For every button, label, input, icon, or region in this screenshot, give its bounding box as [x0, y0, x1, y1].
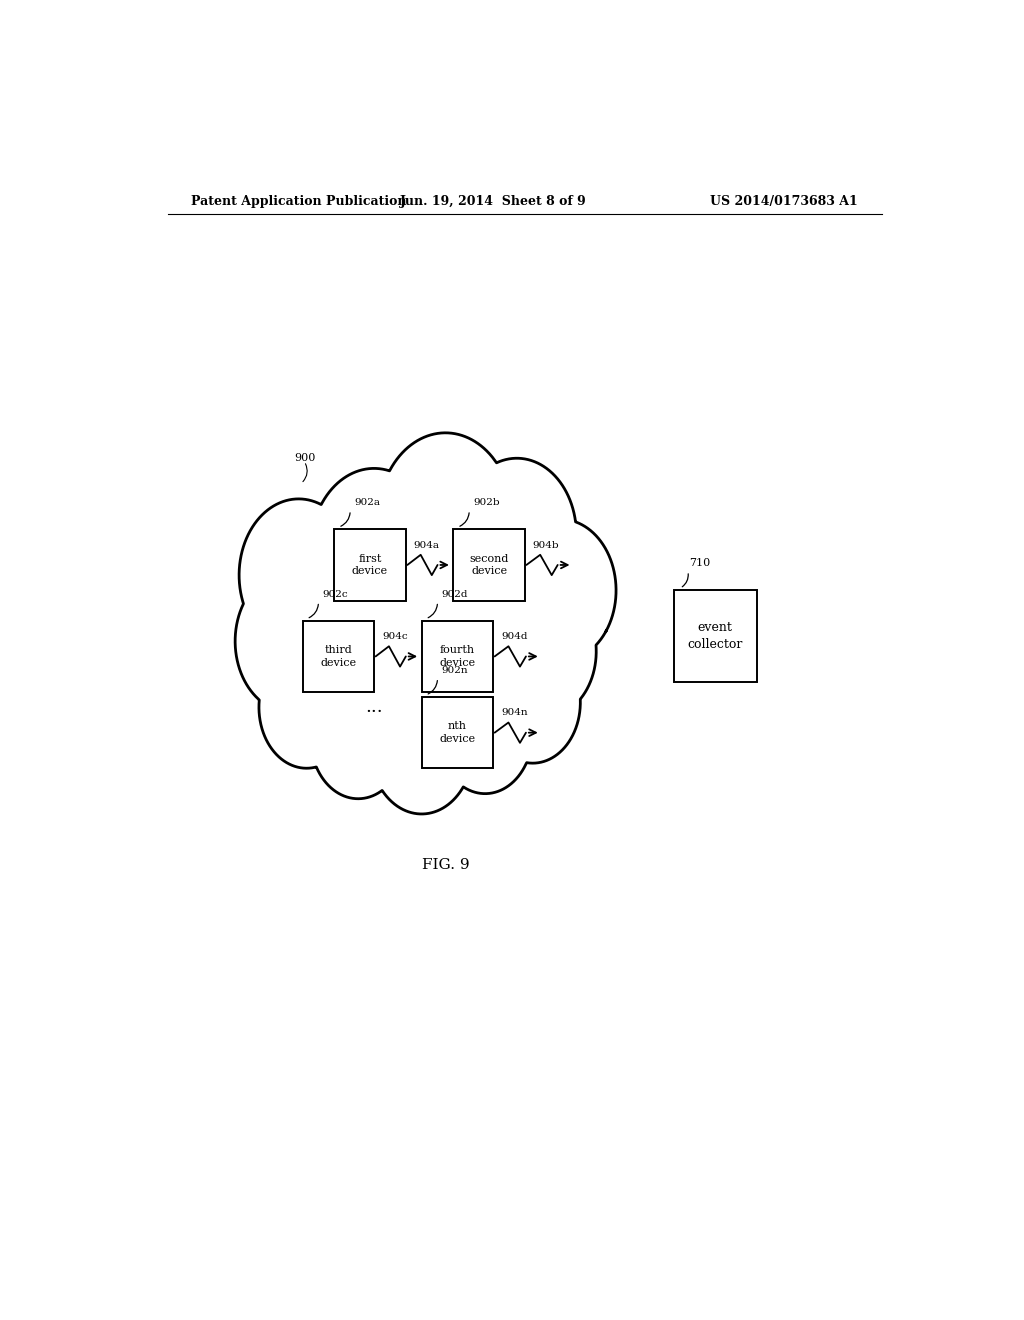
Text: first
device: first device — [352, 554, 388, 576]
Text: FIG. 9: FIG. 9 — [422, 858, 469, 871]
Text: 904a: 904a — [414, 541, 439, 549]
Text: fourth
device: fourth device — [439, 645, 475, 668]
Text: 904d: 904d — [501, 632, 527, 642]
Text: 902n: 902n — [441, 665, 468, 675]
Text: second
device: second device — [469, 554, 509, 576]
Text: 904c: 904c — [382, 632, 408, 642]
Text: 904n: 904n — [501, 709, 527, 718]
Bar — [334, 529, 406, 601]
Bar — [674, 590, 757, 682]
Text: 904b: 904b — [532, 541, 559, 549]
Text: Patent Application Publication: Patent Application Publication — [191, 194, 407, 207]
Text: 902c: 902c — [323, 590, 348, 598]
Text: 900: 900 — [295, 453, 316, 463]
Text: event
collector: event collector — [687, 622, 743, 651]
Bar — [303, 620, 374, 692]
Text: nth
device: nth device — [439, 722, 475, 744]
Text: 902a: 902a — [354, 498, 380, 507]
Text: third
device: third device — [321, 645, 356, 668]
Text: 902d: 902d — [441, 590, 468, 598]
Bar — [454, 529, 524, 601]
Text: Jun. 19, 2014  Sheet 8 of 9: Jun. 19, 2014 Sheet 8 of 9 — [399, 194, 587, 207]
Bar — [422, 620, 494, 692]
Text: 710: 710 — [689, 558, 711, 568]
Bar — [422, 697, 494, 768]
Text: ...: ... — [366, 698, 383, 717]
Text: 902b: 902b — [473, 498, 500, 507]
Text: US 2014/0173683 A1: US 2014/0173683 A1 — [711, 194, 858, 207]
